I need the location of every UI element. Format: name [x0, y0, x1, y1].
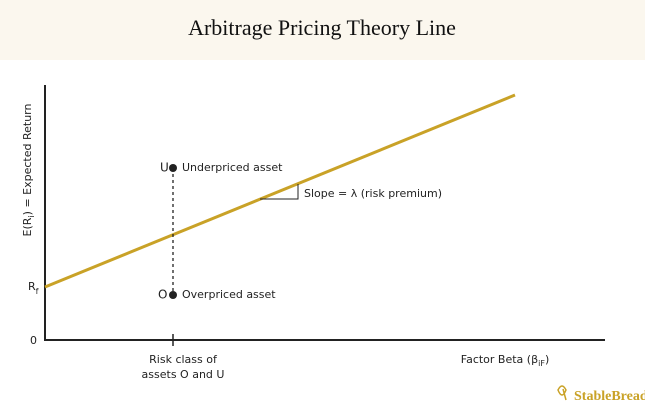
slope-triangle	[260, 184, 299, 200]
point-letter: O	[158, 288, 167, 302]
point-u	[169, 164, 177, 172]
point-label: Overpriced asset	[182, 288, 276, 301]
slope-label: Slope = λ (risk premium)	[304, 187, 442, 200]
rf-label: Rf	[28, 280, 39, 296]
point-label: Underpriced asset	[182, 161, 283, 174]
point-letter: U	[160, 161, 169, 175]
point-o	[169, 291, 177, 299]
x-tick-label: assets O and U	[142, 368, 225, 381]
x-axis-label: Factor Beta (βiF)	[461, 353, 549, 368]
origin-label: 0	[30, 334, 37, 347]
logo-icon	[557, 385, 567, 401]
apt-line	[44, 93, 516, 289]
y-axis-label: E(Ri) = Expected Return	[21, 104, 36, 237]
x-tick-label: Risk class of	[149, 353, 218, 366]
logo: StableBread	[574, 389, 645, 404]
title-band	[0, 0, 645, 60]
title: Arbitrage Pricing Theory Line	[188, 15, 456, 40]
